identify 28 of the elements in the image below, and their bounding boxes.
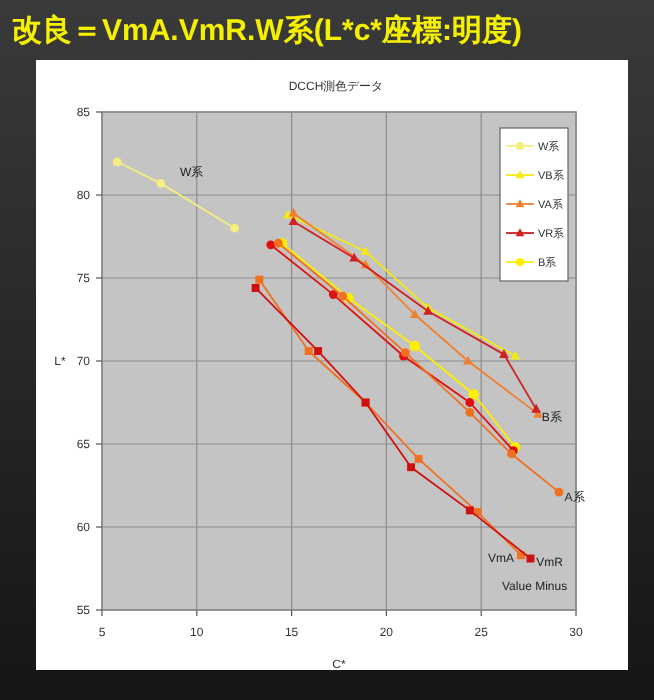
point (463, 355, 473, 365)
point (407, 463, 416, 472)
point (288, 207, 299, 217)
point (328, 290, 338, 299)
point (410, 309, 420, 319)
point (360, 246, 371, 255)
point (465, 398, 475, 407)
point (266, 240, 276, 250)
point (499, 349, 509, 358)
point (255, 275, 264, 284)
point (273, 238, 283, 248)
point (465, 408, 475, 417)
point (304, 347, 313, 355)
point (468, 389, 479, 400)
point (531, 403, 542, 413)
point (510, 350, 521, 360)
point (338, 291, 348, 301)
point (288, 216, 299, 226)
point (414, 454, 423, 463)
chart-title: 改良＝VmA.VmR.W系(L*c*座標:明度) (12, 12, 523, 48)
point (465, 506, 474, 515)
point (112, 157, 122, 167)
point (314, 347, 323, 355)
point (409, 340, 421, 352)
point (554, 487, 564, 497)
point (156, 178, 166, 188)
point (251, 284, 260, 292)
point (230, 223, 240, 233)
